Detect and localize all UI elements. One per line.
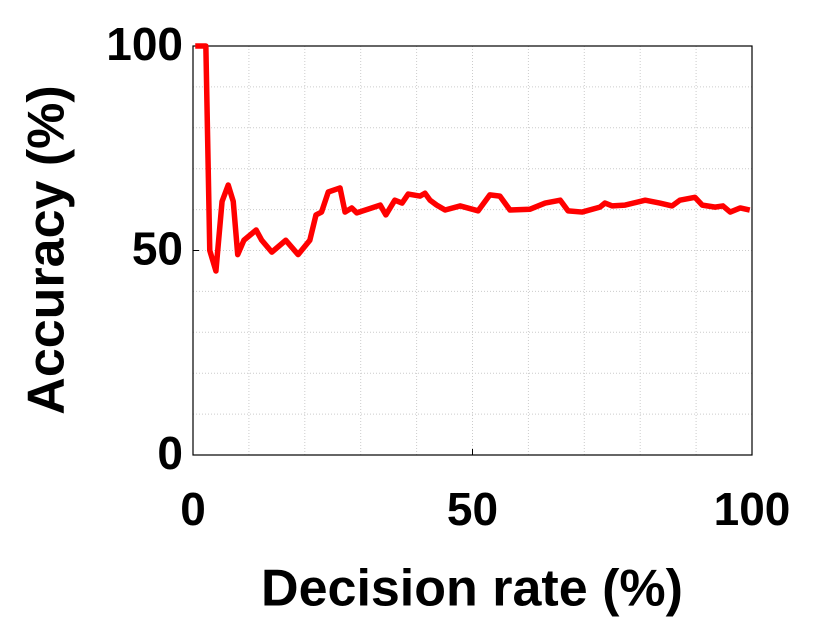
y-axis-label: Accuracy (%) (18, 85, 76, 414)
x-tick-label: 50 (447, 483, 498, 535)
y-tick-label: 100 (106, 18, 183, 70)
x-tick-label: 100 (714, 483, 791, 535)
x-tick-label: 0 (180, 483, 206, 535)
y-tick-label: 50 (132, 223, 183, 275)
y-tick-label: 0 (157, 427, 183, 479)
x-axis-label: Decision rate (%) (261, 560, 683, 618)
data-line (195, 43, 751, 274)
plot-frame (192, 45, 753, 456)
